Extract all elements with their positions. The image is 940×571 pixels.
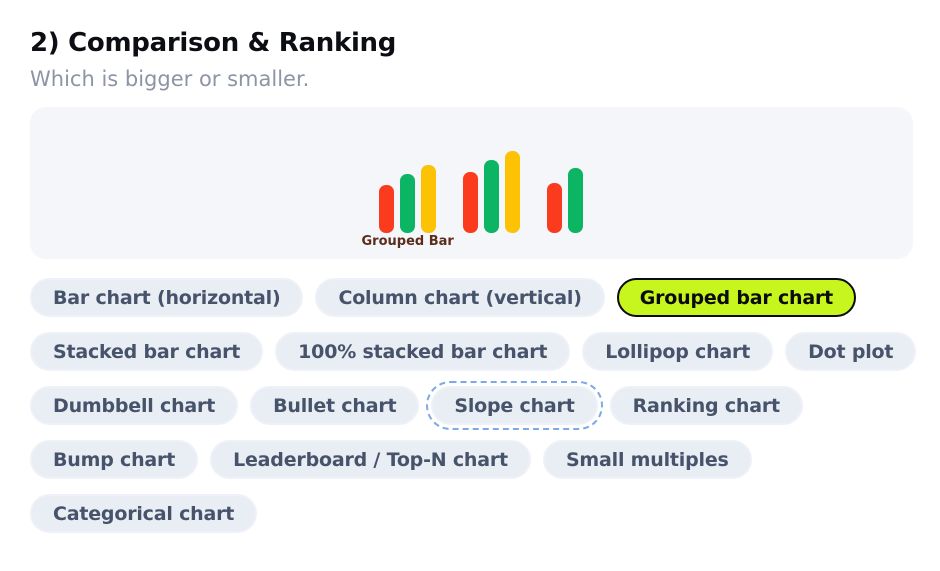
chip-bullet-chart[interactable]: Bullet chart bbox=[250, 386, 420, 425]
bar-red bbox=[462, 172, 478, 233]
chip-rows: Bar chart (horizontal) Column chart (vert… bbox=[30, 278, 917, 533]
bar-group bbox=[546, 168, 583, 233]
chip-row: Bar chart (horizontal) Column chart (vert… bbox=[30, 278, 912, 317]
chip-stacked-bar-chart[interactable]: Stacked bar chart bbox=[30, 332, 264, 371]
chip-bar-chart-horizontal[interactable]: Bar chart (horizontal) bbox=[30, 278, 304, 317]
bar-red bbox=[546, 183, 562, 233]
chip-column-chart-vertical[interactable]: Column chart (vertical) bbox=[315, 278, 605, 317]
chip-row: Stacked bar chart 100% stacked bar chart L… bbox=[30, 332, 917, 371]
chip-grouped-bar-chart[interactable]: Grouped bar chart bbox=[616, 278, 857, 317]
bar-groups bbox=[378, 151, 583, 233]
bar-red bbox=[378, 185, 394, 233]
bar-group bbox=[462, 151, 520, 233]
section-title: 2) Comparison & Ranking bbox=[30, 28, 397, 58]
chip-bump-chart[interactable]: Bump chart bbox=[30, 440, 199, 479]
chip-dumbbell-chart[interactable]: Dumbbell chart bbox=[30, 386, 239, 425]
chip-row: Bump chart Leaderboard / Top-N chart Small… bbox=[30, 440, 912, 479]
bar-yellow bbox=[504, 151, 520, 233]
bar-green bbox=[567, 168, 583, 233]
bar-group bbox=[378, 165, 436, 233]
section-subtitle: Which is bigger or smaller. bbox=[30, 67, 310, 91]
chip-categorical-chart[interactable]: Categorical chart bbox=[30, 494, 258, 533]
chip-lollipop-chart[interactable]: Lollipop chart bbox=[582, 332, 774, 371]
grouped-bar-preview: Grouped Bar bbox=[362, 151, 583, 249]
bar-yellow bbox=[420, 165, 436, 233]
bar-green bbox=[399, 174, 415, 233]
preview-label: Grouped Bar bbox=[361, 234, 454, 249]
chip-row: Dumbbell chart Bullet chart Slope chart Ran… bbox=[30, 381, 912, 430]
chart-preview-panel: Grouped Bar bbox=[30, 107, 913, 259]
chip-ranking-chart[interactable]: Ranking chart bbox=[609, 386, 803, 425]
chip-dot-plot[interactable]: Dot plot bbox=[785, 332, 917, 371]
page: 2) Comparison & Ranking Which is bigger … bbox=[30, 28, 917, 533]
chip-slope-chart[interactable]: Slope chart bbox=[426, 381, 603, 430]
chip-leaderboard-top-n-chart[interactable]: Leaderboard / Top-N chart bbox=[210, 440, 531, 479]
bar-green bbox=[483, 160, 499, 233]
chip-100-stacked-bar-chart[interactable]: 100% stacked bar chart bbox=[275, 332, 571, 371]
chip-row: Categorical chart bbox=[30, 494, 912, 533]
chip-small-multiples[interactable]: Small multiples bbox=[542, 440, 752, 479]
